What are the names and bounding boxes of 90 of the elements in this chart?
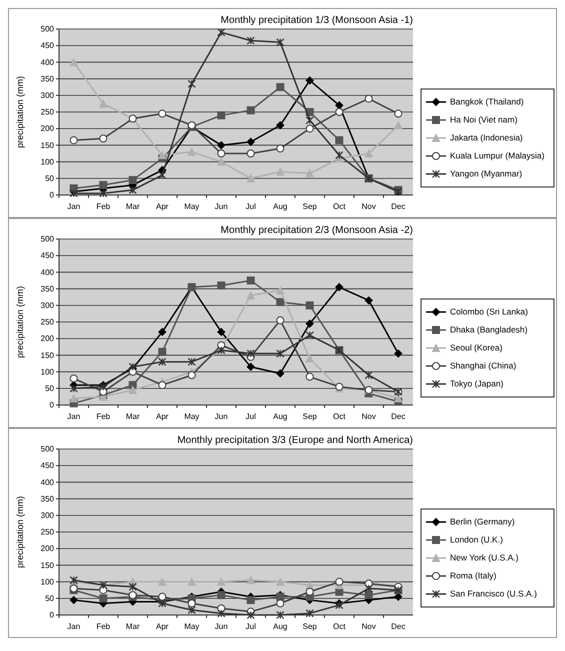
- y-tick-label: 50: [45, 384, 55, 393]
- y-tick-label: 250: [40, 108, 55, 117]
- legend-label: Ha Noi (Viet nam): [450, 114, 518, 125]
- y-tick-label: 350: [40, 74, 55, 84]
- x-tick-label: Feb: [96, 622, 111, 631]
- x-tick-label: Oct: [333, 412, 346, 421]
- x-tick-label: Jul: [246, 412, 256, 421]
- y-axis-title: precipitation (mm): [15, 496, 25, 568]
- y-tick-label: 400: [40, 268, 55, 277]
- y-tick-label: 350: [40, 284, 55, 294]
- x-tick-label: Aug: [273, 622, 288, 631]
- legend-label: Shanghai (China): [450, 360, 516, 371]
- x-tick-label: May: [184, 412, 200, 421]
- x-tick-label: May: [184, 202, 200, 211]
- y-tick-label: 500: [40, 234, 55, 244]
- x-tick-label: Oct: [333, 622, 346, 631]
- y-tick-label: 300: [40, 510, 55, 520]
- legend-label: Seoul (Korea): [450, 342, 503, 353]
- x-tick-label: Jan: [67, 202, 80, 211]
- y-axis-title: precipitation (mm): [15, 286, 25, 358]
- x-tick-label: Aug: [273, 202, 288, 211]
- y-tick-label: 500: [40, 444, 55, 454]
- y-tick-label: 0: [50, 400, 55, 410]
- x-tick-label: Sep: [302, 412, 318, 421]
- y-tick-label: 100: [40, 367, 55, 376]
- legend-label: Yangon (Myanmar): [450, 168, 522, 179]
- legend-label: Colombo (Sri Lanka): [450, 306, 528, 317]
- legend-label: London (U.K.): [450, 534, 504, 545]
- legend-label: Dhaka (Bangladesh): [450, 324, 528, 335]
- y-tick-label: 150: [40, 140, 55, 150]
- y-tick-label: 50: [45, 174, 55, 183]
- x-tick-label: Jul: [246, 622, 256, 631]
- x-tick-label: Dec: [391, 622, 406, 631]
- legend-label: Tokyo (Japan): [450, 378, 504, 389]
- x-tick-label: Jun: [214, 622, 228, 631]
- x-tick-label: Mar: [126, 412, 140, 421]
- x-tick-label: Jun: [214, 412, 228, 421]
- y-tick-label: 350: [40, 494, 55, 504]
- y-tick-label: 500: [40, 24, 55, 34]
- y-tick-label: 200: [40, 544, 55, 554]
- chart-title: Monthly precipitation 1/3 (Monsoon Asia -1): [220, 15, 413, 26]
- x-tick-label: Sep: [302, 202, 318, 211]
- x-tick-label: Mar: [126, 202, 140, 211]
- x-tick-label: Oct: [333, 202, 346, 211]
- y-tick-label: 250: [40, 528, 55, 537]
- y-tick-label: 0: [50, 610, 55, 620]
- legend-label: San Francisco (U.S.A.): [450, 588, 538, 599]
- x-tick-label: Sep: [302, 622, 318, 631]
- legend-label: New York (U.S.A.): [450, 552, 519, 563]
- y-tick-label: 400: [40, 478, 55, 487]
- x-tick-label: May: [184, 622, 200, 631]
- y-tick-label: 50: [45, 594, 55, 603]
- legend-label: Roma (Italy): [450, 570, 496, 581]
- y-tick-label: 450: [40, 461, 55, 470]
- legend-label: Kuala Lumpur (Malaysia): [450, 150, 545, 161]
- x-tick-label: Apr: [156, 202, 169, 211]
- y-tick-label: 100: [40, 577, 55, 586]
- y-tick-label: 300: [40, 90, 55, 100]
- y-tick-label: 450: [40, 41, 55, 50]
- y-tick-label: 300: [40, 300, 55, 310]
- y-tick-label: 150: [40, 350, 55, 360]
- x-tick-label: Apr: [156, 622, 169, 631]
- x-tick-label: Aug: [273, 412, 288, 421]
- chart-title: Monthly precipitation 2/3 (Monsoon Asia -2): [220, 225, 413, 236]
- legend-label: Bangkok (Thailand): [450, 96, 524, 107]
- legend-label: Berlin (Germany): [450, 516, 515, 527]
- x-tick-label: Jun: [214, 202, 228, 211]
- x-tick-label: Nov: [362, 412, 376, 421]
- y-tick-label: 250: [40, 318, 55, 327]
- x-tick-label: Jan: [67, 412, 80, 421]
- x-tick-label: Jul: [246, 202, 256, 211]
- x-tick-label: Nov: [362, 202, 376, 211]
- x-tick-label: Feb: [96, 412, 111, 421]
- x-tick-label: Dec: [391, 202, 406, 211]
- y-tick-label: 200: [40, 124, 55, 134]
- legend-label: Jakarta (Indonesia): [450, 132, 523, 143]
- y-tick-label: 150: [40, 560, 55, 570]
- x-tick-label: Dec: [391, 412, 406, 421]
- y-tick-label: 450: [40, 251, 55, 260]
- y-axis-title: precipitation (mm): [15, 76, 25, 148]
- y-tick-label: 200: [40, 334, 55, 344]
- chart-title: Monthly precipitation 3/3 (Europe and North America): [177, 435, 413, 446]
- x-tick-label: Jan: [67, 622, 80, 631]
- y-tick-label: 400: [40, 58, 55, 67]
- y-tick-label: 100: [40, 157, 55, 166]
- y-tick-label: 0: [50, 190, 55, 200]
- x-tick-label: Feb: [96, 202, 111, 211]
- x-tick-label: Apr: [156, 412, 169, 421]
- x-tick-label: Nov: [362, 622, 376, 631]
- x-tick-label: Mar: [126, 622, 140, 631]
